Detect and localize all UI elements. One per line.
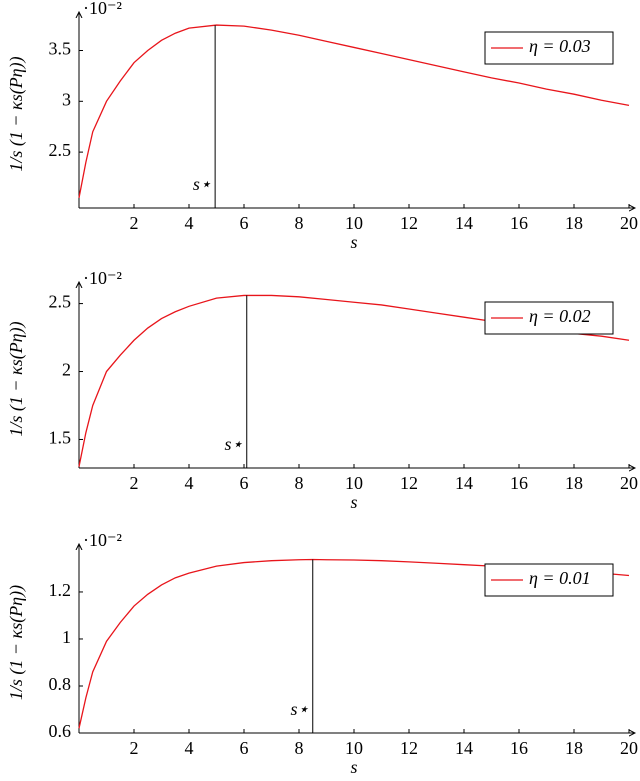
y-tick-label: 3.5	[49, 39, 72, 59]
x-tick-label: 14	[455, 738, 473, 758]
y-tick-label: 2	[62, 360, 71, 380]
x-tick-label: 10	[345, 738, 363, 758]
x-tick-label: 8	[295, 213, 304, 233]
legend-box	[484, 563, 614, 597]
x-tick-label: 4	[185, 738, 194, 758]
x-axis-label: s	[350, 232, 357, 252]
x-tick-label: 8	[295, 473, 304, 493]
x-tick-label: 18	[565, 473, 583, 493]
x-tick-label: 20	[620, 213, 638, 233]
y-scale-label: ·10⁻²	[83, 530, 122, 550]
y-tick-label: 0.8	[49, 674, 72, 694]
x-tick-label: 18	[565, 738, 583, 758]
y-axis-label: 1/s (1 − κs(Pη))	[6, 321, 27, 436]
x-tick-label: 20	[620, 473, 638, 493]
x-tick-label: 12	[400, 738, 418, 758]
x-axis-label: s	[350, 757, 357, 777]
y-tick-label: 1.2	[49, 580, 72, 600]
y-scale-label: ·10⁻²	[83, 0, 122, 18]
x-axis-label: s	[350, 492, 357, 512]
data-line	[78, 24, 630, 198]
x-tick-label: 2	[130, 213, 139, 233]
legend-label: η = 0.01	[529, 568, 591, 588]
x-tick-label: 16	[510, 213, 528, 233]
y-scale-label: ·10⁻²	[83, 268, 122, 288]
x-tick-label: 6	[240, 213, 249, 233]
x-tick-label: 18	[565, 213, 583, 233]
y-tick-label: 0.6	[49, 721, 72, 741]
x-tick-label: 20	[620, 738, 638, 758]
y-tick-label: 1.5	[49, 428, 72, 448]
x-tick-label: 6	[240, 473, 249, 493]
x-tick-label: 12	[400, 213, 418, 233]
x-tick-label: 12	[400, 473, 418, 493]
y-tick-label: 2.5	[49, 140, 72, 160]
x-tick-label: 8	[295, 738, 304, 758]
marker-label: s⋆	[193, 174, 211, 194]
y-axis-label: 1/s (1 − κs(Pη))	[6, 56, 27, 171]
y-tick-label: 3	[62, 89, 71, 109]
x-tick-label: 14	[455, 473, 473, 493]
x-tick-label: 14	[455, 213, 473, 233]
x-tick-label: 6	[240, 738, 249, 758]
marker-label: s⋆	[224, 434, 242, 454]
y-tick-label: 1	[62, 627, 71, 647]
x-tick-label: 10	[345, 473, 363, 493]
x-tick-label: 10	[345, 213, 363, 233]
x-tick-label: 2	[130, 473, 139, 493]
x-tick-label: 16	[510, 473, 528, 493]
y-tick-label: 2.5	[49, 292, 72, 312]
legend-label: η = 0.02	[529, 306, 591, 326]
marker-label: s⋆	[290, 699, 308, 719]
x-tick-label: 4	[185, 213, 194, 233]
x-tick-label: 4	[185, 473, 194, 493]
x-tick-label: 16	[510, 738, 528, 758]
x-tick-label: 2	[130, 738, 139, 758]
y-axis-label: 1/s (1 − κs(Pη))	[6, 585, 27, 700]
legend-label: η = 0.03	[529, 36, 591, 56]
